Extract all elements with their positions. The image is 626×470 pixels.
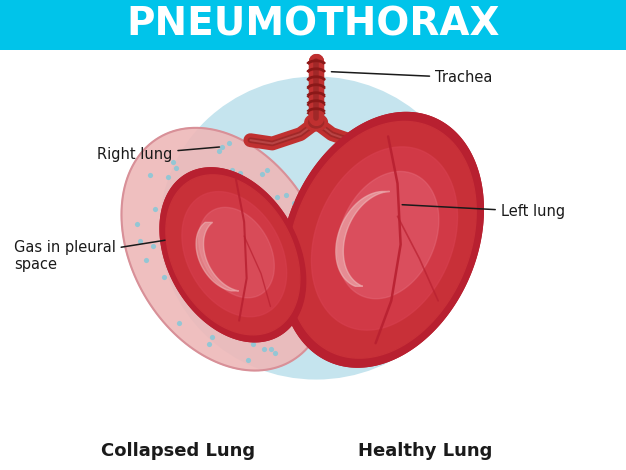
Polygon shape (198, 207, 274, 298)
Polygon shape (336, 191, 389, 286)
Ellipse shape (160, 77, 473, 380)
Point (297, 219, 307, 227)
Point (141, 256, 151, 263)
Polygon shape (160, 168, 305, 342)
Point (270, 349, 280, 357)
Text: Trachea: Trachea (331, 70, 493, 85)
Point (148, 242, 158, 250)
Point (217, 144, 227, 151)
Point (159, 274, 169, 281)
Point (289, 199, 299, 206)
Point (173, 320, 183, 327)
Point (205, 340, 215, 347)
Point (135, 237, 145, 245)
Point (227, 166, 237, 173)
Polygon shape (280, 112, 483, 367)
Point (287, 220, 297, 227)
Point (243, 356, 253, 363)
Polygon shape (337, 172, 439, 299)
Polygon shape (166, 175, 300, 335)
Polygon shape (196, 222, 239, 291)
Point (300, 303, 310, 310)
Point (266, 345, 276, 352)
Circle shape (309, 117, 324, 128)
Point (207, 333, 217, 340)
Point (272, 193, 282, 201)
Point (168, 158, 178, 166)
Point (223, 139, 233, 147)
Polygon shape (196, 222, 239, 291)
Point (235, 169, 245, 176)
Text: PNEUMOTHORAX: PNEUMOTHORAX (126, 6, 500, 44)
Polygon shape (287, 121, 476, 358)
Point (262, 166, 272, 174)
Circle shape (305, 114, 327, 131)
Polygon shape (280, 112, 483, 367)
FancyBboxPatch shape (0, 0, 626, 49)
Point (287, 218, 297, 226)
Polygon shape (198, 207, 274, 298)
Point (131, 220, 141, 228)
Text: Right lung: Right lung (97, 147, 220, 162)
Point (259, 346, 269, 353)
Point (213, 147, 223, 155)
Polygon shape (182, 192, 287, 317)
Point (172, 164, 182, 172)
Polygon shape (160, 168, 305, 342)
Polygon shape (337, 172, 439, 299)
Polygon shape (312, 147, 458, 330)
Point (163, 173, 173, 181)
Text: Left lung: Left lung (402, 204, 565, 219)
Text: Healthy Lung: Healthy Lung (359, 442, 493, 460)
Text: Collapsed Lung: Collapsed Lung (101, 442, 255, 460)
Polygon shape (182, 192, 287, 317)
Polygon shape (312, 147, 458, 330)
Polygon shape (121, 128, 329, 370)
Point (248, 340, 258, 347)
Point (257, 171, 267, 178)
Polygon shape (166, 175, 300, 335)
Polygon shape (336, 191, 389, 286)
Polygon shape (287, 121, 476, 358)
Point (145, 171, 155, 179)
Text: Gas in pleural
space: Gas in pleural space (14, 240, 165, 273)
Point (282, 191, 292, 198)
Point (150, 205, 160, 213)
